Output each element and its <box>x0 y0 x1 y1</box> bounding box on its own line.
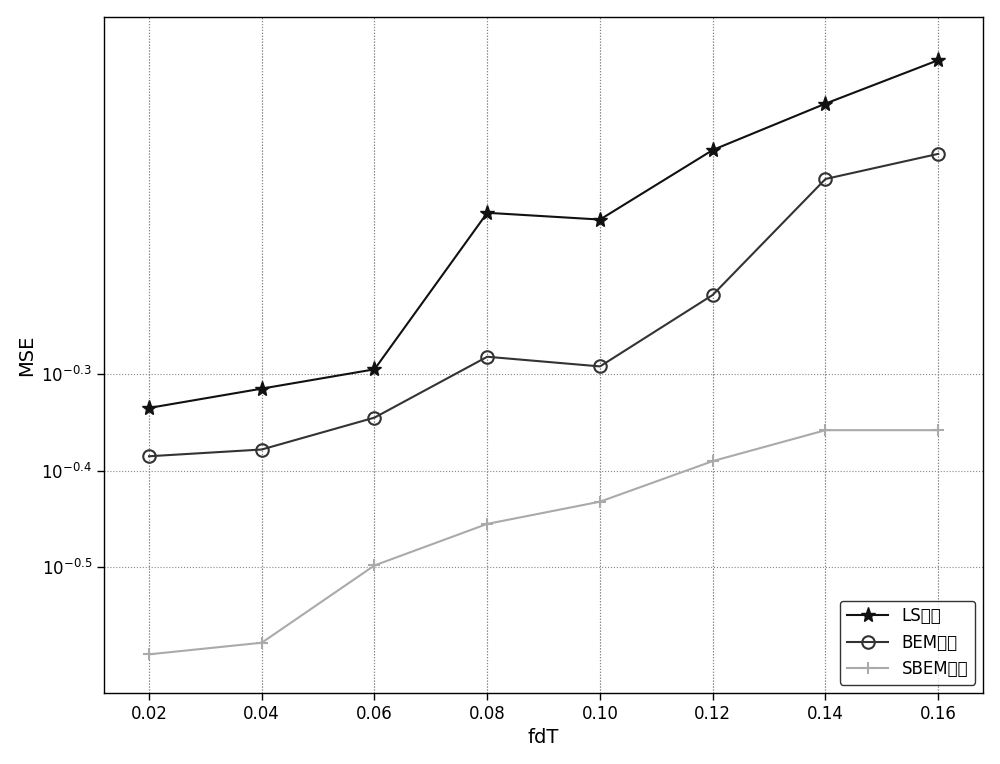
BEM估计 <box>594 362 606 371</box>
LS估计 <box>707 145 719 154</box>
SBEM估计 <box>143 649 155 659</box>
Y-axis label: MSE: MSE <box>17 334 36 376</box>
BEM估计 <box>707 290 719 299</box>
Line: LS估计: LS估计 <box>141 53 946 416</box>
BEM估计 <box>143 452 155 461</box>
Line: BEM估计: BEM估计 <box>143 147 944 462</box>
BEM估计 <box>256 445 268 454</box>
SBEM估计 <box>594 497 606 507</box>
LS估计 <box>819 99 831 108</box>
LS估计 <box>481 209 493 218</box>
BEM估计 <box>368 413 380 422</box>
Line: SBEM估计: SBEM估计 <box>143 424 944 661</box>
LS估计 <box>368 364 380 374</box>
SBEM估计 <box>707 457 719 466</box>
LS估计 <box>594 215 606 224</box>
SBEM估计 <box>368 561 380 570</box>
LS估计 <box>143 403 155 413</box>
SBEM估计 <box>819 426 831 435</box>
SBEM估计 <box>932 426 944 435</box>
BEM估计 <box>932 149 944 158</box>
LS估计 <box>932 56 944 65</box>
X-axis label: fdT: fdT <box>528 728 559 747</box>
Legend: LS估计, BEM估计, SBEM估计: LS估计, BEM估计, SBEM估计 <box>840 601 975 685</box>
BEM估计 <box>481 352 493 361</box>
SBEM估计 <box>256 638 268 647</box>
BEM估计 <box>819 174 831 183</box>
SBEM估计 <box>481 520 493 529</box>
LS估计 <box>256 384 268 393</box>
